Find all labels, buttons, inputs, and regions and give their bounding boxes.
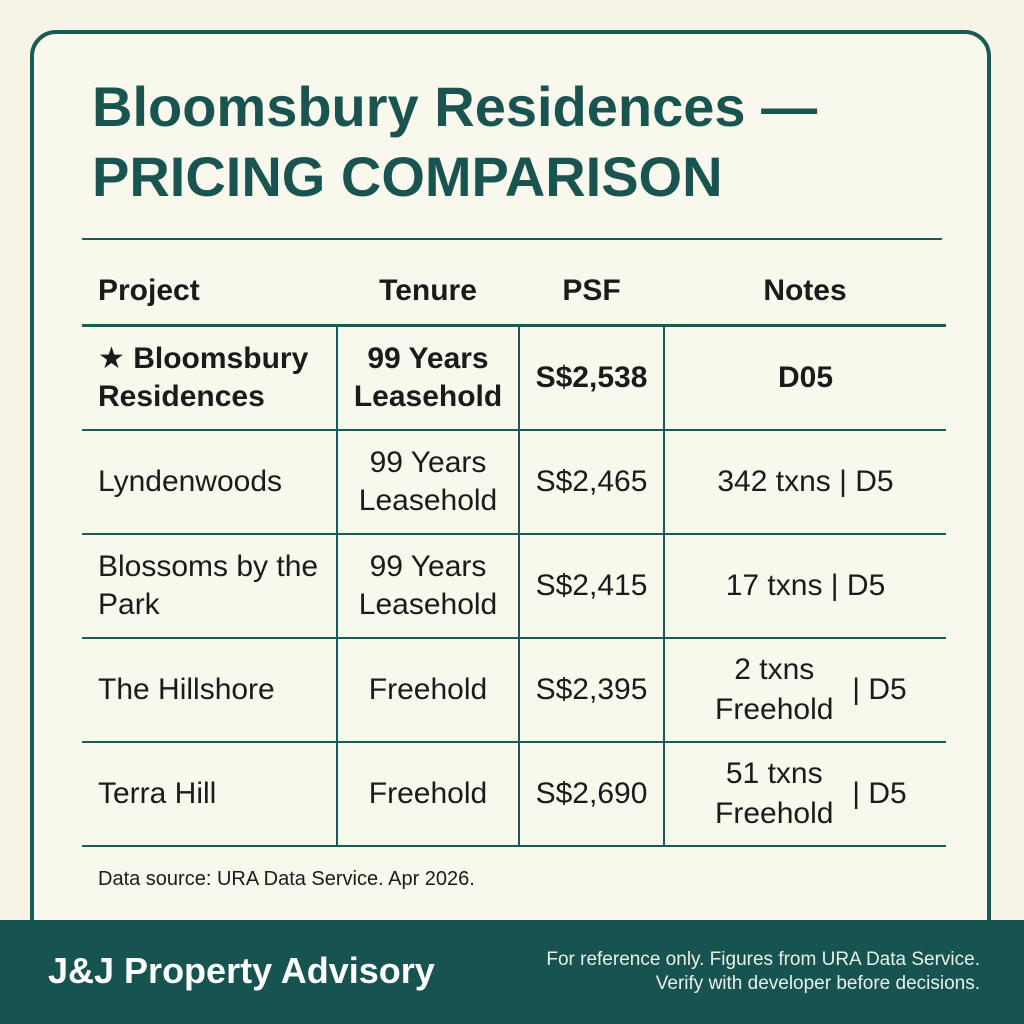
source-note: Data source: URA Data Service. Apr 2026. — [98, 868, 475, 890]
disclaimer-line: For reference only. Figures from URA Dat… — [546, 949, 980, 970]
table-cell: 99 Years Leasehold — [336, 534, 519, 639]
table-cell: Freehold — [336, 638, 519, 743]
table-body: ★ Bloomsbury Residences 99 Years Leasehol… — [82, 325, 946, 847]
table-cell: S$2,415 — [518, 534, 664, 639]
table-row: The Hillshore Freehold S$2,395 2 txns Freeh… — [82, 638, 946, 743]
disclaimer: For reference only. Figures from URA Dat… — [546, 948, 980, 996]
table-row: Terra Hill Freehold S$2,690 51 txns Freehol… — [82, 742, 946, 847]
column-header: Notes — [664, 258, 946, 327]
notes-text: 51 txns Freehold — [715, 757, 834, 830]
table-cell: S$2,395 — [518, 638, 664, 743]
column-header: Tenure — [337, 258, 519, 327]
table-cell: Blossoms by the Park — [82, 534, 337, 639]
table-cell: ★ Bloomsbury Residences — [82, 325, 337, 431]
footer: J&J Property Advisory For reference only… — [0, 920, 1024, 1024]
table-row: Lyndenwoods 99 Years Leasehold S$2,465 342 … — [82, 430, 946, 535]
table-cell: 99 Years Leasehold — [336, 325, 519, 431]
table-cell: 342 txns | D5 — [663, 430, 946, 535]
table-row: ★ Bloomsbury Residences 99 Years Leasehol… — [82, 325, 946, 431]
brand: J&J Property Advisory — [48, 950, 435, 991]
table-cell: 17 txns | D5 — [663, 534, 946, 639]
table-cell: S$2,690 — [518, 742, 664, 847]
table-cell: S$2,538 — [518, 325, 664, 431]
header-row: Project Tenure PSF Notes — [82, 258, 946, 327]
title-line: PRICING COMPARISON — [92, 145, 723, 208]
table-cell: S$2,465 — [518, 430, 664, 535]
notes-tag: | D5 — [852, 777, 907, 810]
table-row: Blossoms by the Park 99 Years Leasehold S$… — [82, 534, 946, 639]
title: Bloomsbury Residences — PRICING COMPARIS… — [92, 72, 817, 212]
table-cell: 99 Years Leasehold — [336, 430, 519, 535]
table-cell: Terra Hill — [82, 742, 337, 847]
notes-tag: | D5 — [852, 673, 907, 706]
column-header: PSF — [519, 258, 664, 327]
table-cell: Freehold — [336, 742, 519, 847]
title-line: Bloomsbury Residences — — [92, 75, 818, 138]
disclaimer-line: Verify with developer before decisions. — [655, 973, 980, 994]
notes-text: 2 txns Freehold — [715, 653, 834, 726]
table-cell: Lyndenwoods — [82, 430, 337, 535]
pricing-table: Project Tenure PSF Notes ★ Bloomsbury Resid… — [82, 258, 946, 847]
notes: 51 txns Freehold | D5 — [704, 754, 907, 834]
table-cell: D05 — [663, 325, 946, 431]
table-cell: The Hillshore — [82, 638, 337, 743]
divider — [82, 238, 942, 240]
notes: 2 txns Freehold | D5 — [704, 650, 907, 730]
table-cell: 51 txns Freehold | D5 — [663, 742, 946, 847]
table-cell: 2 txns Freehold | D5 — [663, 638, 946, 743]
column-header: Project — [82, 258, 337, 327]
